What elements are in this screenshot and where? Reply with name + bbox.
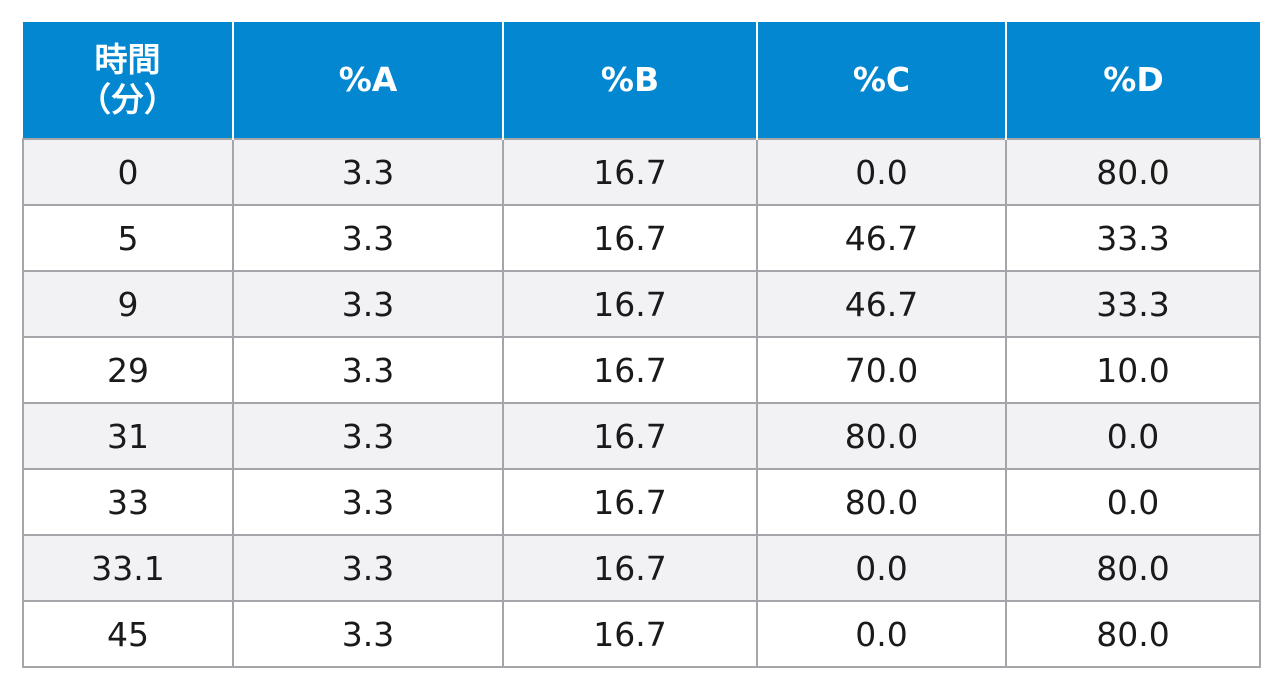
cell-percent-b: 16.7 [502,138,758,206]
cell-percent-d: 33.3 [1005,204,1261,272]
cell-percent-a: 3.3 [232,204,504,272]
cell-percent-c: 46.7 [756,270,1007,338]
cell-percent-a: 3.3 [232,468,504,536]
table-row: 0 3.3 16.7 0.0 80.0 [22,138,1261,206]
table-row: 31 3.3 16.7 80.0 0.0 [22,402,1261,470]
cell-percent-a: 3.3 [232,600,504,668]
cell-percent-b: 16.7 [502,204,758,272]
table-row: 33.1 3.3 16.7 0.0 80.0 [22,534,1261,602]
header-time-label: 時間 [94,40,161,80]
cell-time: 9 [22,270,234,338]
cell-percent-c: 0.0 [756,534,1007,602]
header-row: 時間 （分） %A %B %C %D [23,22,1260,139]
cell-percent-b: 16.7 [502,534,758,602]
cell-percent-b: 16.7 [502,336,758,404]
cell-percent-d: 10.0 [1005,336,1261,404]
cell-percent-c: 80.0 [756,468,1007,536]
cell-time: 5 [22,204,234,272]
gradient-table-container: 時間 （分） %A %B %C %D 0 3.3 16.7 0.0 80.0 5… [22,22,1261,668]
cell-percent-c: 80.0 [756,402,1007,470]
cell-percent-a: 3.3 [232,402,504,470]
cell-time: 29 [22,336,234,404]
cell-percent-c: 46.7 [756,204,1007,272]
cell-percent-c: 0.0 [756,600,1007,668]
cell-time: 0 [22,138,234,206]
cell-percent-d: 0.0 [1005,468,1261,536]
cell-percent-c: 0.0 [756,138,1007,206]
table-header: 時間 （分） %A %B %C %D [23,22,1260,139]
cell-percent-a: 3.3 [232,270,504,338]
cell-percent-a: 3.3 [232,534,504,602]
cell-percent-d: 33.3 [1005,270,1261,338]
cell-time: 33 [22,468,234,536]
cell-percent-b: 16.7 [502,402,758,470]
table-row: 5 3.3 16.7 46.7 33.3 [22,204,1261,272]
cell-percent-d: 0.0 [1005,402,1261,470]
cell-time: 33.1 [22,534,234,602]
table-row: 29 3.3 16.7 70.0 10.0 [22,336,1261,404]
gradient-table: 時間 （分） %A %B %C %D 0 3.3 16.7 0.0 80.0 5… [22,22,1261,668]
cell-time: 31 [22,402,234,470]
header-time-unit: （分） [78,80,177,119]
header-percent-b: %B [502,22,757,139]
cell-percent-b: 16.7 [502,600,758,668]
cell-percent-b: 16.7 [502,270,758,338]
table-body: 0 3.3 16.7 0.0 80.0 5 3.3 16.7 46.7 33.3… [22,138,1261,668]
header-percent-d: %D [1005,22,1260,139]
table-row: 45 3.3 16.7 0.0 80.0 [22,600,1261,668]
header-percent-c: %C [756,22,1006,139]
header-percent-a: %A [232,22,503,139]
cell-percent-a: 3.3 [232,336,504,404]
cell-percent-d: 80.0 [1005,138,1261,206]
table-row: 33 3.3 16.7 80.0 0.0 [22,468,1261,536]
cell-time: 45 [22,600,234,668]
cell-percent-d: 80.0 [1005,534,1261,602]
header-time: 時間 （分） [23,22,233,139]
cell-percent-a: 3.3 [232,138,504,206]
cell-percent-c: 70.0 [756,336,1007,404]
table-row: 9 3.3 16.7 46.7 33.3 [22,270,1261,338]
cell-percent-d: 80.0 [1005,600,1261,668]
cell-percent-b: 16.7 [502,468,758,536]
